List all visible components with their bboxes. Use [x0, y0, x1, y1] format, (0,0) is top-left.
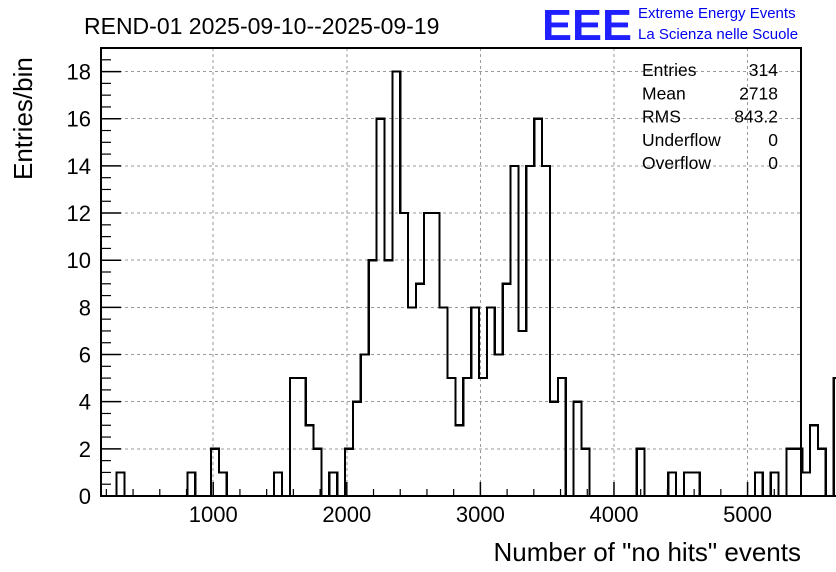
stat-label: Entries — [642, 60, 697, 80]
eee-logo-mark: EEE — [542, 1, 632, 50]
y-axis-title: Entries/bin — [8, 57, 38, 180]
histogram-line — [101, 70, 836, 498]
y-tick-label: 16 — [67, 107, 91, 132]
y-tick-label: 2 — [79, 437, 91, 462]
ticks-layer: 1000 2000 3000 4000 5000 0 2 4 6 8 10 12 14 16 18 — [67, 59, 802, 527]
y-tick-label: 6 — [79, 343, 91, 368]
y-tick-label: 18 — [67, 60, 91, 85]
x-tick-label: 3000 — [456, 502, 505, 527]
stat-value: 314 — [749, 60, 778, 80]
stat-value: 0 — [768, 153, 778, 173]
logo-line-1: Extreme Energy Events — [638, 5, 796, 22]
stat-label: Underflow — [642, 130, 721, 150]
stat-label: RMS — [642, 107, 681, 127]
grid-layer — [101, 48, 801, 496]
eee-logo: EEE Extreme Energy Events La Scienza nel… — [542, 1, 798, 50]
stats-box: Entries 314 Mean 2718 RMS 843.2 Underflow 0 Over… — [642, 60, 778, 173]
x-tick-label: 1000 — [189, 502, 238, 527]
x-tick-label: 4000 — [590, 502, 639, 527]
stat-value: 2718 — [739, 83, 778, 103]
stat-label: Mean — [642, 83, 686, 103]
y-tick-label: 8 — [79, 295, 91, 320]
x-tick-label: 5000 — [723, 502, 772, 527]
y-tick-label: 10 — [67, 248, 91, 273]
stat-value: 843.2 — [734, 107, 778, 127]
plot-frame — [100, 47, 802, 497]
x-axis-title: Number of "no hits" events — [494, 537, 802, 567]
chart-title: REND-01 2025-09-10--2025-09-19 — [84, 13, 439, 39]
logo-line-2: La Scienza nelle Scuole — [638, 26, 798, 43]
y-tick-label: 12 — [67, 201, 91, 226]
stat-value: 0 — [768, 130, 778, 150]
y-tick-label: 4 — [79, 390, 91, 415]
y-tick-label: 14 — [67, 154, 91, 179]
y-tick-label: 0 — [79, 484, 91, 509]
x-tick-label: 2000 — [322, 502, 371, 527]
stat-label: Overflow — [642, 153, 711, 173]
